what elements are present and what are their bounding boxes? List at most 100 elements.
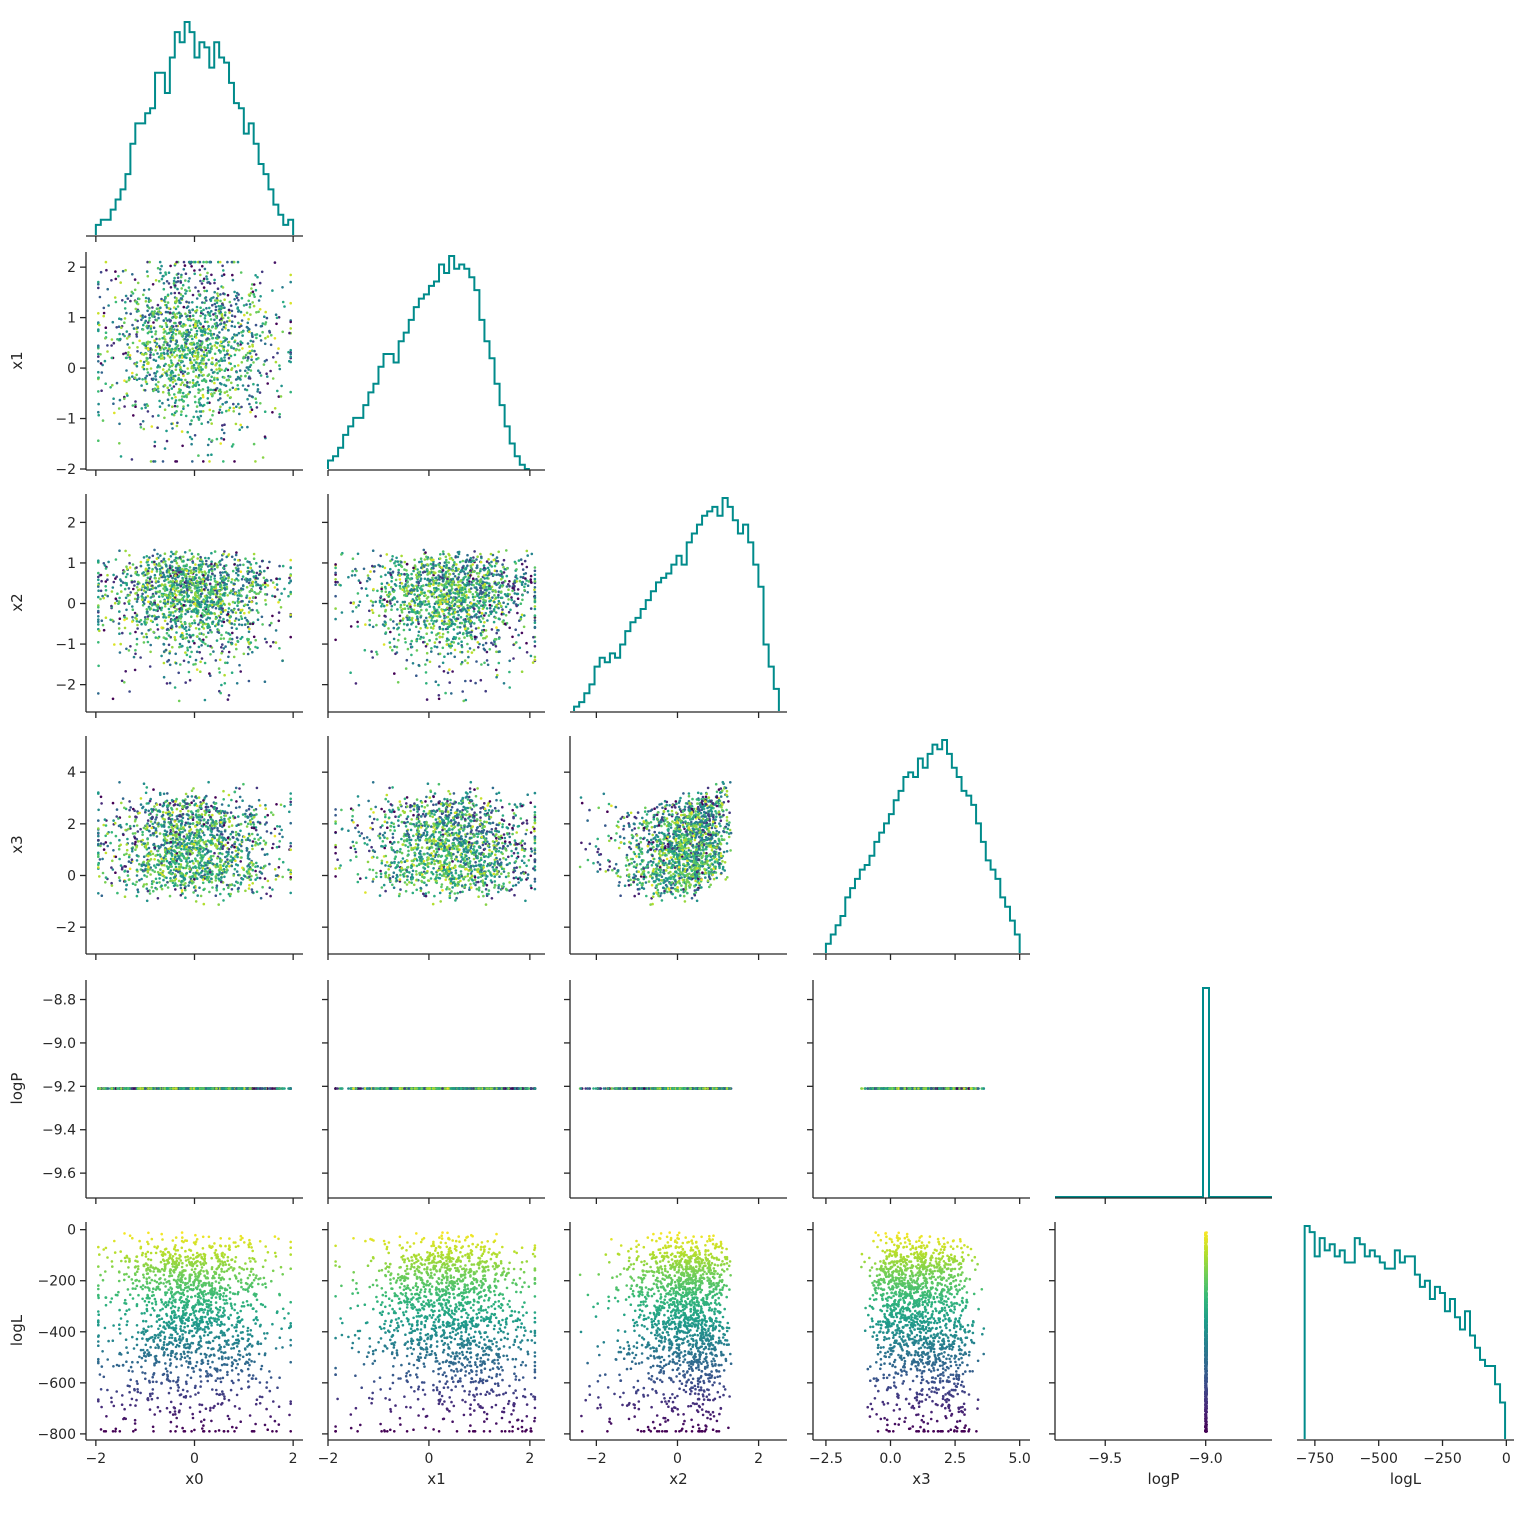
scatter-point — [215, 306, 218, 309]
scatter-point — [406, 615, 409, 618]
scatter-point — [250, 601, 253, 604]
scatter-point — [256, 609, 259, 612]
scatter-point — [266, 317, 269, 320]
scatter-point — [119, 643, 122, 646]
scatter-point — [185, 315, 188, 318]
scatter-point — [454, 649, 457, 652]
scatter-point — [228, 319, 231, 322]
scatter-point — [239, 609, 242, 612]
scatter-point — [118, 610, 121, 613]
scatter-point — [217, 623, 220, 626]
scatter-point — [409, 643, 412, 646]
scatter-point — [97, 411, 100, 414]
scatter-point — [159, 325, 162, 328]
scatter-point — [184, 651, 187, 654]
scatter-point — [534, 626, 537, 629]
scatter-point — [246, 372, 249, 375]
scatter-point — [240, 375, 243, 378]
scatter-point — [430, 591, 433, 594]
scatter-point — [433, 589, 436, 592]
scatter-point — [223, 550, 226, 553]
scatter-point — [228, 553, 231, 556]
scatter-point — [403, 573, 406, 576]
scatter-point — [162, 391, 165, 394]
scatter-point — [444, 600, 447, 603]
scatter-point — [406, 623, 409, 626]
scatter-point — [252, 291, 255, 294]
scatter-point — [209, 314, 212, 317]
scatter-point — [489, 607, 492, 610]
scatter-point — [252, 383, 255, 386]
scatter-point — [155, 330, 158, 333]
scatter-point — [97, 360, 100, 363]
scatter-point — [120, 590, 123, 593]
scatter-point — [274, 868, 277, 871]
scatter-point — [426, 603, 429, 606]
scatter-point — [203, 290, 206, 293]
scatter-point — [171, 331, 174, 334]
scatter-point — [372, 549, 375, 552]
scatter-point — [173, 280, 176, 283]
scatter-point — [206, 272, 209, 275]
scatter-point — [101, 371, 104, 374]
scatter-point — [139, 423, 142, 426]
scatter-point — [167, 597, 170, 600]
scatter-point — [126, 617, 129, 620]
scatter-point — [418, 631, 421, 634]
scatter-point — [201, 357, 204, 360]
scatter-point — [200, 349, 203, 352]
scatter-point — [214, 364, 217, 367]
scatter-point — [182, 407, 185, 410]
scatter-point — [200, 330, 203, 333]
scatter-point — [202, 313, 205, 316]
scatter-point — [191, 553, 194, 556]
scatter-point — [393, 638, 396, 641]
scatter-point — [401, 582, 404, 585]
scatter-point — [532, 636, 535, 639]
scatter-point — [515, 562, 518, 565]
scatter-point — [169, 311, 172, 314]
scatter-point — [209, 674, 212, 677]
scatter-point — [523, 626, 526, 629]
scatter-point — [201, 282, 204, 285]
scatter-point — [241, 319, 244, 322]
scatter-point — [112, 402, 115, 405]
scatter-point — [180, 383, 183, 386]
scatter-point — [104, 585, 107, 588]
scatter-point — [185, 573, 188, 576]
scatter-point — [472, 580, 475, 583]
scatter-point — [236, 564, 239, 567]
scatter-point — [190, 443, 193, 446]
scatter-point — [170, 555, 173, 558]
scatter-point — [454, 611, 457, 614]
scatter-point — [475, 604, 478, 607]
scatter-point — [131, 620, 134, 623]
scatter-point — [169, 682, 172, 685]
scatter-point — [179, 643, 182, 646]
scatter-point — [189, 655, 192, 658]
scatter-point — [461, 622, 464, 625]
scatter-point — [254, 460, 257, 463]
scatter-point — [220, 646, 223, 649]
scatter-point — [112, 321, 115, 324]
scatter-point — [419, 579, 422, 582]
scatter-point — [136, 586, 139, 589]
scatter-point — [149, 356, 152, 359]
scatter-point — [166, 386, 169, 389]
scatter-point — [128, 587, 131, 590]
scatter-point — [207, 421, 210, 424]
scatter-point — [495, 574, 498, 577]
scatter-point — [223, 326, 226, 329]
scatter-point — [148, 317, 151, 320]
scatter-point — [134, 612, 137, 615]
scatter-point — [152, 460, 155, 463]
scatter-point — [237, 597, 240, 600]
scatter-point — [99, 296, 102, 299]
scatter-point — [455, 567, 458, 570]
scatter-point — [220, 317, 223, 320]
scatter-point — [217, 287, 220, 290]
scatter-point — [161, 374, 164, 377]
scatter-point — [219, 442, 222, 445]
scatter-point — [469, 647, 472, 650]
scatter-point — [420, 592, 423, 595]
